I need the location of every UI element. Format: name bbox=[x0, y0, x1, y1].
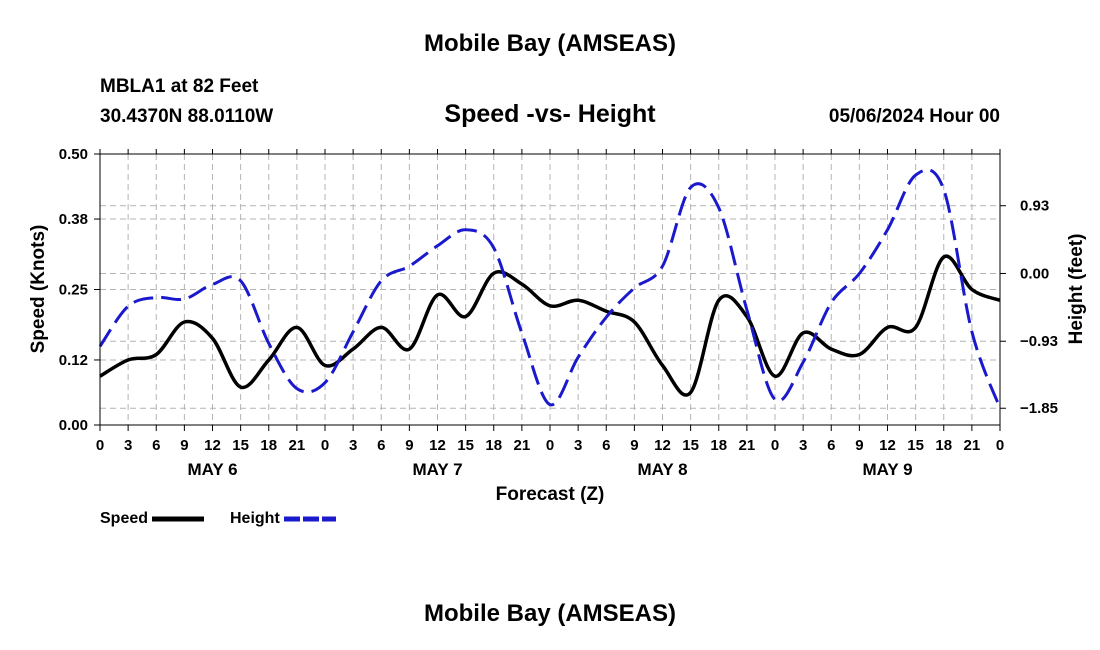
legend-speed-swatch bbox=[152, 516, 205, 522]
x-tick-label: 21 bbox=[289, 437, 306, 454]
day-label: MAY 6 bbox=[187, 460, 237, 479]
y-right-tick-label: −0.93 bbox=[1020, 333, 1058, 350]
x-tick-label: 6 bbox=[152, 437, 160, 454]
series-lines bbox=[98, 168, 1002, 409]
x-tick-label: 0 bbox=[546, 437, 554, 454]
x-tick-label: 0 bbox=[321, 437, 329, 454]
x-tick-label: 21 bbox=[964, 437, 981, 454]
x-tick-label: 9 bbox=[855, 437, 863, 454]
x-tick-label: 12 bbox=[879, 437, 896, 454]
y-left-tick-label: 0.00 bbox=[59, 417, 88, 434]
legend-item-height: Height bbox=[230, 510, 337, 528]
station-label: MBLA1 at 82 Feet bbox=[100, 76, 259, 97]
x-tick-label: 18 bbox=[935, 437, 952, 454]
chart-title: Speed -vs- Height bbox=[444, 100, 656, 128]
x-tick-label: 0 bbox=[771, 437, 779, 454]
x-tick-label: 21 bbox=[514, 437, 531, 454]
x-tick-label: 6 bbox=[602, 437, 610, 454]
x-tick-label: 3 bbox=[799, 437, 807, 454]
series-line-height bbox=[98, 168, 1002, 409]
x-tick-label: 18 bbox=[485, 437, 502, 454]
y-right-tick-label: 0.00 bbox=[1020, 265, 1049, 282]
coordinates-label: 30.4370N 88.0110W bbox=[100, 106, 274, 127]
x-tick-label: 3 bbox=[124, 437, 132, 454]
legend-height-label: Height bbox=[230, 510, 280, 527]
x-tick-label: 18 bbox=[260, 437, 277, 454]
legend-height-swatch bbox=[284, 516, 337, 522]
y-right-tick-label: 0.93 bbox=[1020, 198, 1049, 215]
x-tick-label: 15 bbox=[457, 437, 474, 454]
x-tick-label: 3 bbox=[574, 437, 582, 454]
legend-item-speed: Speed bbox=[100, 510, 205, 528]
x-tick-label: 15 bbox=[907, 437, 924, 454]
x-tick-label: 3 bbox=[349, 437, 357, 454]
x-tick-label: 12 bbox=[654, 437, 671, 454]
x-tick-label: 18 bbox=[710, 437, 727, 454]
series-line-speed bbox=[99, 254, 1001, 397]
x-tick-label: 6 bbox=[377, 437, 385, 454]
page-title: Mobile Bay (AMSEAS) bbox=[423, 30, 677, 57]
y-left-tick-label: 0.25 bbox=[59, 282, 88, 299]
y-axis-left-label: Speed (Knots) bbox=[28, 225, 49, 354]
y-left-tick-label: 0.12 bbox=[59, 352, 88, 369]
x-tick-label: 15 bbox=[232, 437, 249, 454]
x-tick-label: 21 bbox=[739, 437, 756, 454]
y-axis-right-label: Height (feet) bbox=[1066, 234, 1087, 345]
legend-speed-label: Speed bbox=[100, 510, 149, 527]
day-label: MAY 9 bbox=[862, 460, 912, 479]
y-left-tick-label: 0.50 bbox=[59, 146, 88, 163]
x-tick-label: 9 bbox=[180, 437, 188, 454]
page-title-repeat: Mobile Bay (AMSEAS) bbox=[423, 600, 677, 627]
x-tick-label: 9 bbox=[630, 437, 638, 454]
axes: 0 3 6 9 12 15 18 21 0 3 6 9 12 15 18 21 0 3 6 9 12 15 18 21 0 3 6 9… bbox=[59, 146, 1058, 479]
y-right-tick-label: −1.85 bbox=[1020, 400, 1058, 417]
day-label: MAY 8 bbox=[637, 460, 687, 479]
x-axis-label: Forecast (Z) bbox=[496, 484, 605, 505]
x-tick-label: 15 bbox=[682, 437, 699, 454]
grid-lines bbox=[100, 154, 1000, 425]
x-tick-label: 9 bbox=[405, 437, 413, 454]
x-tick-label: 0 bbox=[96, 437, 104, 454]
forecast-date-label: 05/06/2024 Hour 00 bbox=[828, 106, 1000, 127]
y-left-tick-label: 0.38 bbox=[59, 211, 88, 228]
x-tick-label: 6 bbox=[827, 437, 835, 454]
day-label: MAY 7 bbox=[412, 460, 462, 479]
x-tick-label: 12 bbox=[204, 437, 221, 454]
x-tick-label: 0 bbox=[996, 437, 1004, 454]
x-tick-label: 12 bbox=[429, 437, 446, 454]
